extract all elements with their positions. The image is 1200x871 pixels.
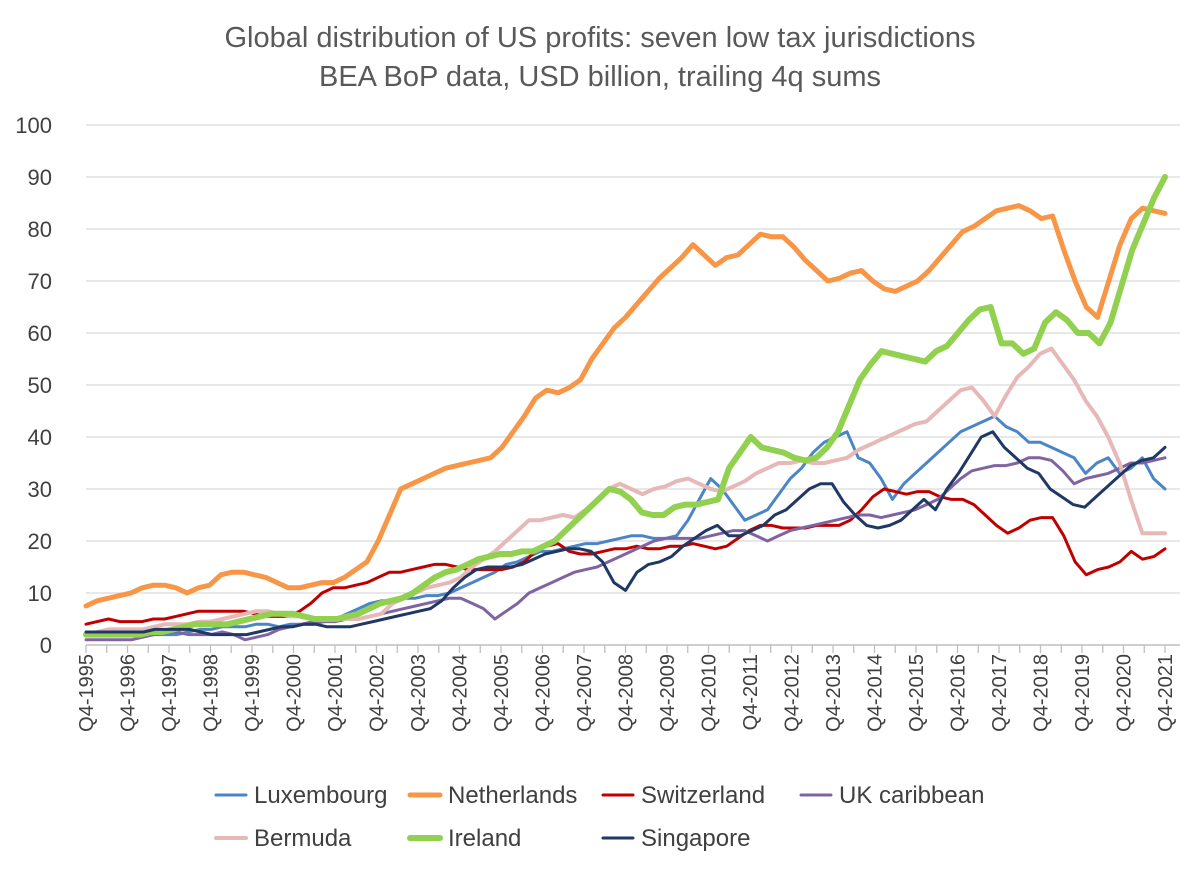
series-line-singapore xyxy=(84,430,1167,637)
x-tick-label: Q4-2010 xyxy=(699,654,721,732)
x-axis: Q4-1995 Q4-1996 Q4-1997 Q4-1998 Q4-1999 Q4-20… xyxy=(76,644,1180,732)
x-tick-label: Q4-2019 xyxy=(1072,654,1094,732)
grid-lines xyxy=(86,124,1180,594)
legend-label-switzerland: Switzerland xyxy=(641,782,765,809)
x-tick-label: Q4-2014 xyxy=(865,654,887,732)
x-tick-label: Q4-2020 xyxy=(1114,654,1136,732)
series-line-uk-caribbean xyxy=(84,456,1167,642)
y-tick-label: 40 xyxy=(28,425,52,450)
y-tick-label: 70 xyxy=(28,269,52,294)
y-tick-label: 100 xyxy=(15,113,52,138)
legend-label-singapore: Singapore xyxy=(641,825,750,852)
x-tick-label: Q4-2000 xyxy=(284,654,306,732)
x-tick-label: Q4-1997 xyxy=(159,654,181,732)
y-tick-label: 60 xyxy=(28,321,52,346)
series-lines xyxy=(83,174,1168,642)
y-axis-ticks: 0 10 20 30 40 50 60 70 80 90 100 xyxy=(15,113,52,658)
legend-label-ireland: Ireland xyxy=(448,825,521,852)
y-tick-label: 80 xyxy=(28,217,52,242)
chart-subtitle: BEA BoP data, USD billion, trailing 4q s… xyxy=(319,61,881,93)
x-tick-label: Q4-1998 xyxy=(201,654,223,732)
y-tick-label: 0 xyxy=(40,633,52,658)
x-tick-label: Q4-2012 xyxy=(782,654,804,732)
y-tick-label: 90 xyxy=(28,165,52,190)
x-tick-label: Q4-2006 xyxy=(533,654,555,732)
y-tick-label: 20 xyxy=(28,529,52,554)
legend: Luxembourg Netherlands Switzerland UK carib… xyxy=(214,782,984,852)
x-tick-label: Q4-2003 xyxy=(408,654,430,732)
series-line-luxembourg xyxy=(84,414,1167,637)
chart-title: Global distribution of US profits: seven… xyxy=(224,22,975,54)
x-tick-label: Q4-2021 xyxy=(1155,654,1177,732)
x-tick-label: Q4-1996 xyxy=(118,654,140,732)
x-tick-label: Q4-2017 xyxy=(989,654,1011,732)
x-tick-label: Q4-2016 xyxy=(948,654,970,732)
x-tick-label: Q4-2007 xyxy=(574,654,596,732)
x-tick-label: Q4-1999 xyxy=(242,654,264,732)
y-tick-label: 50 xyxy=(28,373,52,398)
legend-label-netherlands: Netherlands xyxy=(448,782,577,809)
x-tick-label: Q4-2011 xyxy=(740,654,762,730)
series-line-netherlands xyxy=(83,203,1168,609)
x-tick-label: Q4-2018 xyxy=(1031,654,1053,732)
x-tick-label: Q4-2009 xyxy=(657,654,679,732)
legend-label-luxembourg: Luxembourg xyxy=(254,782,387,809)
series-line-ireland xyxy=(83,174,1168,638)
x-tick-label: Q4-2015 xyxy=(906,654,928,732)
x-tick-label: Q4-2013 xyxy=(823,654,845,732)
x-tick-label: Q4-2008 xyxy=(616,654,638,732)
x-tick-label: Q4-2001 xyxy=(325,654,347,732)
x-tick-label: Q4-2004 xyxy=(450,654,472,732)
legend-label-bermuda: Bermuda xyxy=(254,825,352,852)
y-tick-label: 30 xyxy=(28,477,52,502)
series-line-bermuda xyxy=(84,346,1167,637)
y-tick-label: 10 xyxy=(28,581,52,606)
series-line-switzerland xyxy=(84,487,1167,626)
x-tick-label: Q4-2002 xyxy=(367,654,389,732)
x-tick-label: Q4-2005 xyxy=(491,654,513,732)
x-tick-label: Q4-1995 xyxy=(76,654,98,732)
legend-label-uk-caribbean: UK caribbean xyxy=(839,782,984,809)
